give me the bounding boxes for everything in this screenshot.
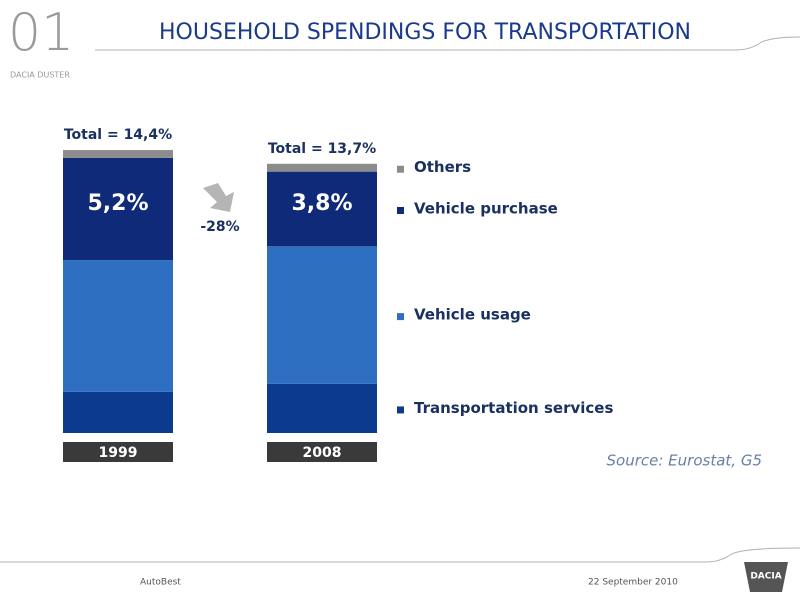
bar-segment <box>63 260 173 392</box>
bar-segment <box>63 391 173 433</box>
legend-swatch <box>397 406 404 414</box>
category-label: 1999 <box>99 445 138 461</box>
logo-text: DACIA <box>750 572 781 582</box>
header-line <box>95 36 800 51</box>
value-label: 3,8% <box>291 191 352 216</box>
legend-swatch <box>397 206 404 214</box>
legend-label: Transportation services <box>414 399 613 417</box>
category-box <box>63 442 173 462</box>
total-label: Total = 13,7% <box>268 141 376 157</box>
bar-segment <box>267 383 377 433</box>
bar-segment <box>63 150 173 158</box>
category-label: 2008 <box>303 445 342 461</box>
bar-segment <box>63 157 173 261</box>
total-label: Total = 14,4% <box>64 127 172 143</box>
legend-swatch <box>397 313 404 321</box>
footer-left: AutoBest <box>140 578 181 588</box>
slide-subtitle: DACIA DUSTER <box>10 71 70 80</box>
footer-date: 22 September 2010 <box>588 578 678 588</box>
category-box <box>267 442 377 462</box>
legend-swatch <box>397 165 404 173</box>
legend-label: Vehicle purchase <box>414 199 558 217</box>
logo: DACIA <box>744 562 788 592</box>
bar-segment <box>267 163 377 172</box>
source: Source: Eurostat, G5 <box>607 452 762 470</box>
value-label: 5,2% <box>87 191 148 216</box>
decrease-arrow <box>203 183 234 212</box>
slide-title: HOUSEHOLD SPENDINGS FOR TRANSPORTATION <box>159 20 691 45</box>
bar-segment <box>267 171 377 247</box>
annotation: -28% <box>200 219 239 235</box>
slide-number: 01 <box>8 3 74 63</box>
legend-label: Others <box>414 158 471 176</box>
footer-line <box>0 547 800 563</box>
bar-segment <box>267 246 377 384</box>
legend-label: Vehicle usage <box>414 306 531 324</box>
logo-shield <box>744 562 788 592</box>
